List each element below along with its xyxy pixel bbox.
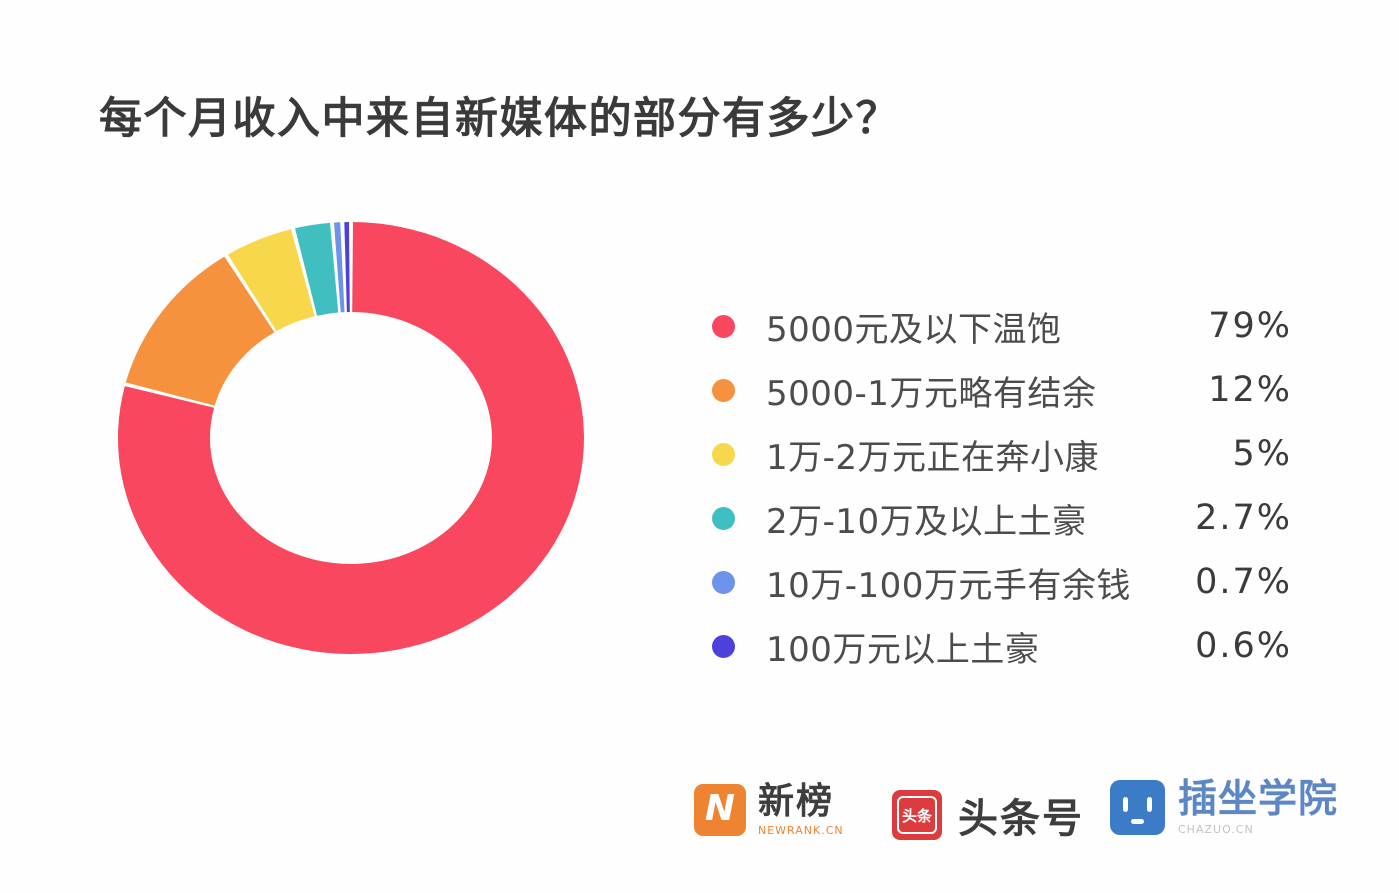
chazuo-brand-url: CHAZUO.CN xyxy=(1178,822,1254,836)
legend-item: 5000元及以下温饱 79% xyxy=(701,294,1292,358)
legend-label: 1万-2万元正在奔小康 xyxy=(766,437,1100,478)
donut-slice xyxy=(227,229,315,331)
chart-title: 每个月收入中来自新媒体的部分有多少？ xyxy=(99,94,900,144)
brand-toutiao: 头条 头条号 xyxy=(892,786,1084,844)
newrank-logo-letter: N xyxy=(704,787,736,829)
donut-slice xyxy=(344,222,350,313)
legend-label: 5000元及以下温饱 xyxy=(766,309,1062,350)
donut-slice xyxy=(295,222,339,316)
legend-color-dot xyxy=(712,314,735,338)
newrank-brand-url: NEWRANK.CN xyxy=(758,823,844,837)
legend-item: 10万-100万元手有余钱 0.7% xyxy=(701,550,1292,614)
legend-color-dot xyxy=(712,378,735,402)
donut-slice xyxy=(125,256,275,406)
legend-label: 100万元以上土豪 xyxy=(766,629,1040,670)
legend-value: 0.7% xyxy=(1195,562,1292,602)
chazuo-brand-name: 插坐学院 xyxy=(1178,777,1339,822)
legend-value: 5% xyxy=(1232,434,1292,474)
legend-color-dot xyxy=(712,634,735,658)
legend-label: 2万-10万及以上土豪 xyxy=(766,501,1087,542)
toutiao-brand-name: 头条号 xyxy=(958,796,1084,842)
chazuo-logo-icon xyxy=(1110,780,1165,836)
legend-value: 2.7% xyxy=(1195,498,1292,538)
legend-item: 2万-10万及以上土豪 2.7% xyxy=(701,486,1292,550)
legend-color-dot xyxy=(712,506,735,530)
legend-color-dot xyxy=(712,442,735,466)
legend-value: 12% xyxy=(1208,370,1292,410)
legend-item: 5000-1万元略有结余 12% xyxy=(701,358,1292,422)
legend-label: 5000-1万元略有结余 xyxy=(766,373,1097,414)
legend-item: 1万-2万元正在奔小康 5% xyxy=(701,422,1292,486)
newrank-brand-name: 新榜 xyxy=(758,781,835,822)
legend-value: 79% xyxy=(1208,306,1292,346)
legend-label: 10万-100万元手有余钱 xyxy=(766,565,1131,606)
chart-legend: 5000元及以下温饱 79% 5000-1万元略有结余 12% 1万-2万元正在奔小康 5… xyxy=(701,294,1292,678)
toutiao-logo-text: 头条 xyxy=(901,806,932,825)
brand-newrank: N 新榜 NEWRANK.CN xyxy=(694,783,844,837)
donut-slice xyxy=(117,222,584,654)
toutiao-logo-icon: 头条 xyxy=(892,790,942,840)
legend-value: 0.6% xyxy=(1195,626,1292,666)
legend-color-dot xyxy=(712,570,735,594)
newrank-logo-icon: N xyxy=(694,783,746,836)
brand-chazuo: 插坐学院 CHAZUO.CN xyxy=(1110,777,1339,836)
donut-slice xyxy=(334,222,345,313)
legend-item: 100万元以上土豪 0.6% xyxy=(701,614,1292,678)
